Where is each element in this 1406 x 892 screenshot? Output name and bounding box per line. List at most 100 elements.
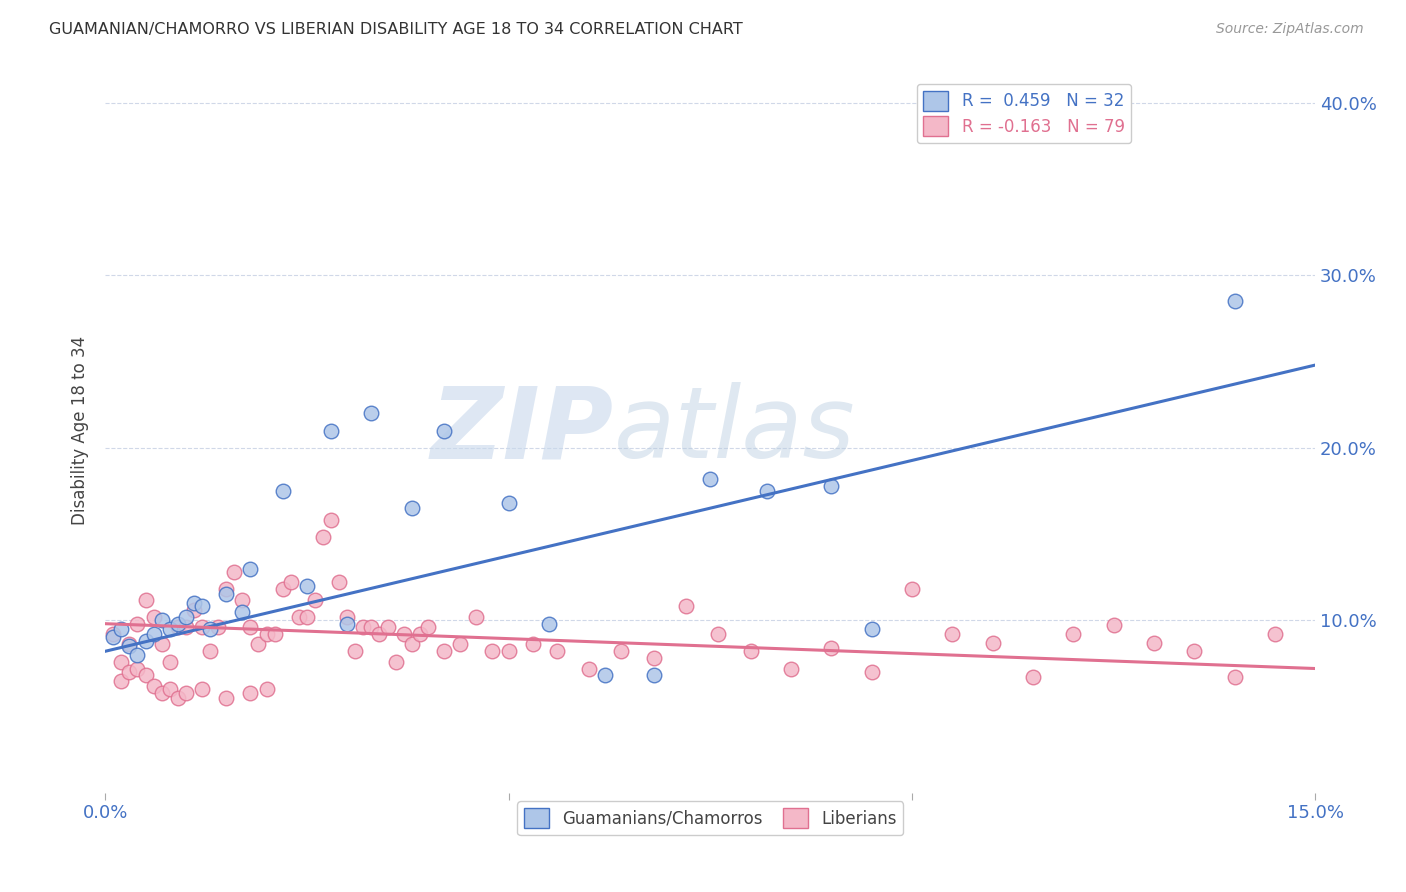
Point: [360, 620, 382, 634]
Point: [127, 616, 149, 631]
Point: [449, 637, 471, 651]
Point: [595, 668, 617, 682]
Point: [319, 513, 342, 527]
Point: [280, 575, 302, 590]
Point: [150, 613, 173, 627]
Point: [546, 644, 568, 658]
Point: [699, 472, 721, 486]
Legend: Guamanians/Chamorros, Liberians: Guamanians/Chamorros, Liberians: [517, 801, 903, 835]
Point: [224, 565, 246, 579]
Point: [207, 620, 229, 634]
Point: [159, 655, 181, 669]
Point: [110, 673, 132, 688]
Point: [142, 609, 165, 624]
Point: [820, 479, 842, 493]
Point: [239, 686, 262, 700]
Point: [166, 616, 188, 631]
Point: [191, 599, 214, 614]
Point: [860, 665, 883, 679]
Point: [416, 620, 439, 634]
Point: [675, 599, 697, 614]
Text: atlas: atlas: [613, 382, 855, 479]
Point: [1223, 294, 1246, 309]
Point: [166, 690, 188, 705]
Point: [127, 661, 149, 675]
Point: [409, 627, 432, 641]
Point: [941, 627, 963, 641]
Point: [247, 637, 270, 651]
Point: [433, 644, 456, 658]
Point: [263, 627, 285, 641]
Point: [103, 627, 125, 641]
Point: [537, 616, 560, 631]
Point: [239, 620, 262, 634]
Point: [336, 616, 359, 631]
Point: [191, 620, 214, 634]
Point: [860, 622, 883, 636]
Point: [901, 582, 924, 597]
Point: [328, 575, 350, 590]
Point: [174, 620, 197, 634]
Point: [465, 609, 488, 624]
Point: [707, 627, 730, 641]
Point: [150, 637, 173, 651]
Point: [174, 686, 197, 700]
Point: [271, 483, 294, 498]
Point: [522, 637, 544, 651]
Point: [1102, 618, 1125, 632]
Point: [142, 679, 165, 693]
Point: [401, 637, 423, 651]
Point: [360, 406, 382, 420]
Point: [159, 682, 181, 697]
Point: [740, 644, 762, 658]
Y-axis label: Disability Age 18 to 34: Disability Age 18 to 34: [72, 336, 89, 525]
Point: [319, 424, 342, 438]
Point: [215, 587, 238, 601]
Point: [127, 648, 149, 662]
Point: [118, 665, 141, 679]
Point: [256, 627, 278, 641]
Point: [142, 627, 165, 641]
Point: [755, 483, 778, 498]
Point: [368, 627, 391, 641]
Point: [215, 690, 238, 705]
Point: [103, 631, 125, 645]
Point: [1143, 635, 1166, 649]
Point: [231, 592, 253, 607]
Point: [159, 622, 181, 636]
Point: [336, 609, 359, 624]
Point: [981, 635, 1004, 649]
Point: [643, 651, 665, 665]
Point: [183, 603, 205, 617]
Point: [377, 620, 399, 634]
Point: [183, 596, 205, 610]
Point: [271, 582, 294, 597]
Point: [256, 682, 278, 697]
Point: [135, 592, 157, 607]
Point: [118, 639, 141, 653]
Point: [312, 531, 335, 545]
Point: [191, 682, 214, 697]
Point: [498, 644, 520, 658]
Point: [110, 622, 132, 636]
Point: [110, 655, 132, 669]
Point: [198, 622, 221, 636]
Point: [779, 661, 801, 675]
Point: [295, 609, 318, 624]
Point: [1062, 627, 1084, 641]
Point: [174, 609, 197, 624]
Point: [643, 668, 665, 682]
Point: [1264, 627, 1286, 641]
Point: [231, 605, 253, 619]
Point: [481, 644, 503, 658]
Point: [118, 637, 141, 651]
Point: [610, 644, 633, 658]
Point: [215, 582, 238, 597]
Point: [384, 655, 406, 669]
Point: [150, 686, 173, 700]
Point: [295, 579, 318, 593]
Point: [433, 424, 456, 438]
Text: ZIP: ZIP: [430, 382, 613, 479]
Point: [1223, 670, 1246, 684]
Point: [288, 609, 311, 624]
